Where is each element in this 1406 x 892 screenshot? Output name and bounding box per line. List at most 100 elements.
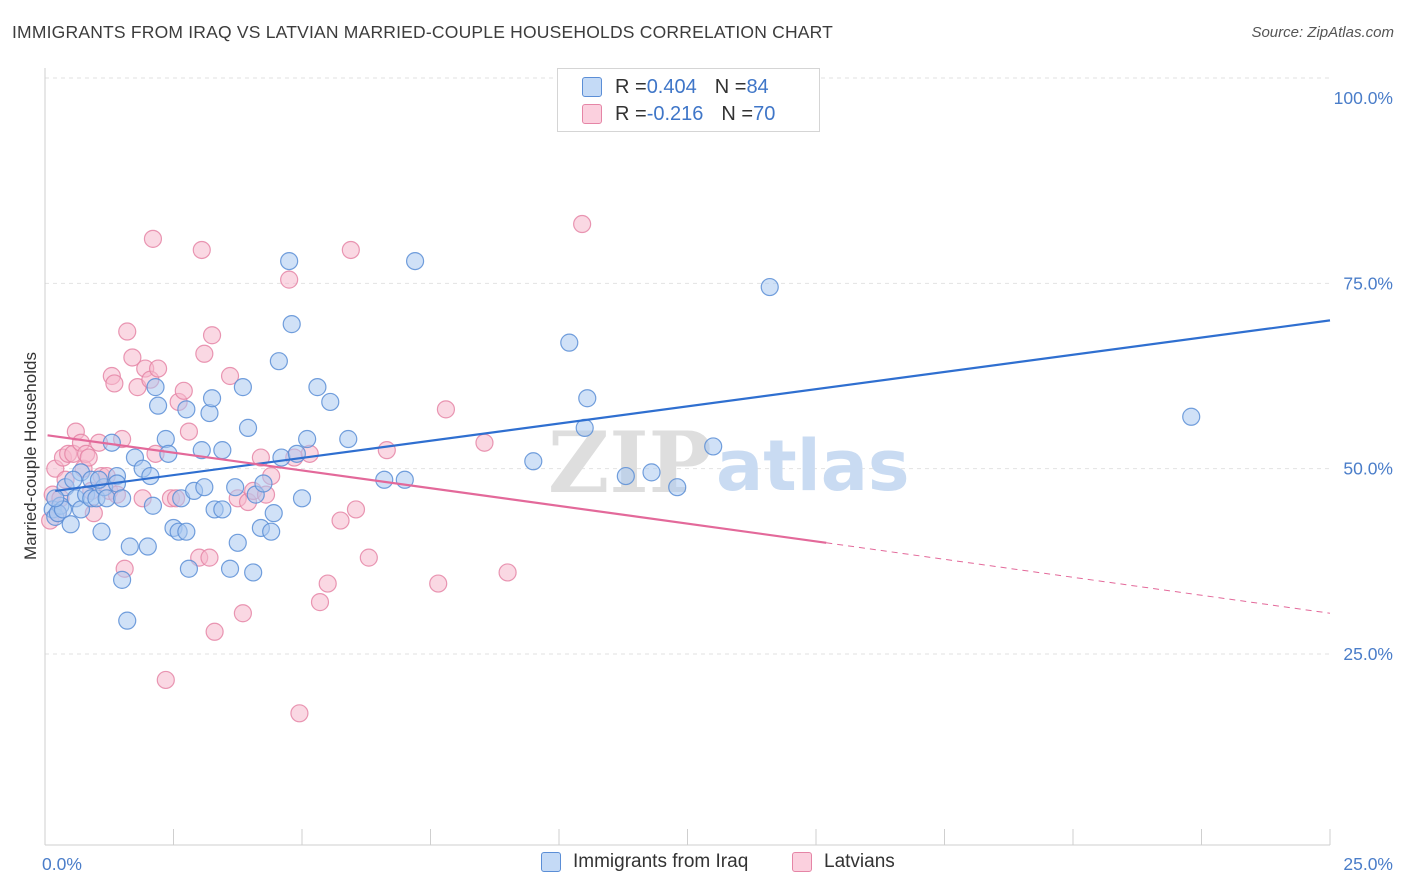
legend-r-value: -0.216 <box>646 102 704 125</box>
latvians-point <box>498 563 517 582</box>
iraq-point <box>195 478 214 497</box>
iraq-point <box>524 452 543 471</box>
legend-row-latvians: R = -0.216 N = 70 <box>582 101 775 127</box>
iraq-point <box>97 489 116 508</box>
latvians-point <box>310 593 330 612</box>
iraq-point <box>220 559 240 578</box>
iraq-point <box>238 418 258 437</box>
iraq-point <box>141 466 160 486</box>
iraq-point <box>405 251 425 271</box>
x-tick-label: 0.0% <box>42 854 82 874</box>
watermark: ZIP atlas <box>548 413 910 512</box>
iraq-points <box>43 251 1201 630</box>
watermark-atlas: atlas <box>716 425 910 507</box>
latvians-point <box>179 422 199 441</box>
iraq-point <box>339 429 358 449</box>
latvians-point <box>331 511 350 530</box>
latvians-point <box>475 433 494 452</box>
latvians-point <box>573 214 592 234</box>
legend-n-value: 84 <box>746 75 769 98</box>
iraq-point <box>46 489 65 508</box>
iraq-point <box>1182 407 1201 426</box>
latvians-point <box>346 500 366 519</box>
iraq-point <box>177 522 196 541</box>
iraq-point <box>760 277 779 297</box>
bottom-legend-latvians: Latvians <box>792 851 895 873</box>
bottom-legend-label-latvians: Latvians <box>824 851 895 872</box>
iraq-point <box>228 533 247 552</box>
iraq-point <box>642 463 661 482</box>
legend-n-label: N = <box>714 75 747 98</box>
latvians-point <box>205 622 224 641</box>
y-axis-label: Married-couple Households <box>21 352 40 560</box>
iraq-point <box>118 611 137 630</box>
legend-r-label: R = <box>615 75 647 98</box>
latvians-point <box>436 400 456 419</box>
iraq-point <box>375 470 394 489</box>
legend-r-label: R = <box>615 102 647 125</box>
watermark-zip: ZIP <box>548 413 712 512</box>
legend-n-value: 70 <box>753 102 776 125</box>
trend-lines <box>47 319 1331 614</box>
iraq-point <box>244 563 263 582</box>
iraq-point <box>269 352 288 371</box>
latvians-point <box>118 322 137 341</box>
iraq-point <box>616 466 635 486</box>
iraq-point <box>272 448 291 467</box>
iraq-point <box>233 378 252 397</box>
legend-n-label: N = <box>721 102 754 125</box>
legend-row-iraq: R = 0.404 N = 84 <box>582 74 769 100</box>
iraq-point <box>280 251 299 271</box>
latvians-point <box>341 240 360 260</box>
iraq-point <box>578 389 597 408</box>
latvians-point <box>318 574 337 593</box>
iraq-point <box>213 500 232 519</box>
iraq-point <box>321 392 340 412</box>
latvians-point <box>233 604 252 623</box>
iraq-point <box>192 441 211 460</box>
iraq-point <box>226 478 245 497</box>
iraq-point <box>148 396 168 415</box>
latvians-point <box>156 670 175 690</box>
iraq-point <box>179 559 199 578</box>
iraq-point <box>112 489 132 508</box>
y-tick-label: 100.0% <box>1334 88 1393 108</box>
legend-r-value: 0.404 <box>646 75 697 98</box>
chart-title: IMMIGRANTS FROM IRAQ VS LATVIAN MARRIED-… <box>12 22 834 42</box>
bottom-legend-iraq: Immigrants from Iraq <box>541 851 748 873</box>
latvians-point <box>195 344 214 363</box>
bottom-legend-label-iraq: Immigrants from Iraq <box>573 851 749 872</box>
iraq-point <box>292 489 312 508</box>
latvians-trend-extension <box>826 542 1331 614</box>
axes <box>44 68 1331 846</box>
iraq-point <box>668 478 687 497</box>
iraq-point <box>138 537 157 556</box>
iraq-point <box>143 496 163 515</box>
iraq-point <box>262 522 281 541</box>
iraq-point <box>120 537 139 556</box>
legend-swatch-iraq <box>582 77 602 97</box>
legend-swatch-latvians <box>582 104 602 124</box>
bottom-legend-swatch-latvians <box>792 852 812 872</box>
iraq-point <box>64 470 83 489</box>
chart-source: Source: ZipAtlas.com <box>1251 24 1394 41</box>
iraq-point <box>146 378 165 397</box>
iraq-point <box>298 429 317 449</box>
iraq-point <box>202 389 222 408</box>
latvians-point <box>359 548 378 567</box>
latvians-point <box>192 240 211 260</box>
latvians-point <box>202 326 222 345</box>
x-tick-label: 25.0% <box>1343 854 1393 874</box>
iraq-point <box>213 441 232 460</box>
iraq-point <box>560 333 579 352</box>
latvians-point <box>105 374 124 393</box>
iraq-point <box>156 429 175 449</box>
latvians-point <box>143 229 163 248</box>
latvians-point <box>200 548 219 567</box>
latvians-point <box>148 359 168 378</box>
y-tick-label: 75.0% <box>1343 273 1393 293</box>
latvians-points <box>41 214 592 723</box>
latvians-point <box>377 441 396 460</box>
latvians-point <box>123 348 142 367</box>
